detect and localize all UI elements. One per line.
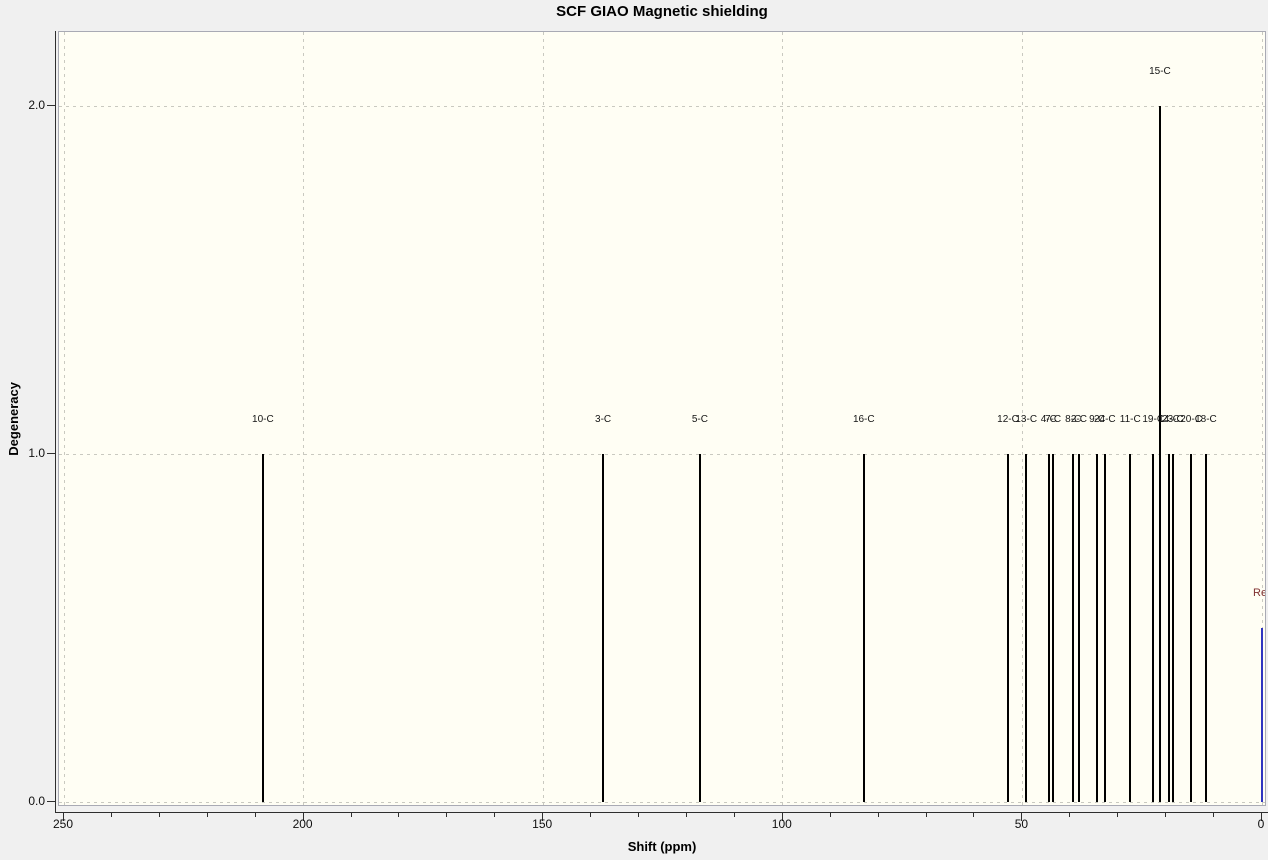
peak-label: 11-C <box>1119 414 1141 425</box>
peak-line <box>1168 454 1171 802</box>
x-tick-label: 200 <box>292 817 313 831</box>
peak-label: 24-C <box>1093 414 1116 425</box>
peak-label: 15-C <box>1149 66 1171 77</box>
peak-line <box>1190 454 1193 802</box>
peak-label: 14-C <box>1158 414 1180 425</box>
x-minor-tick <box>1165 812 1167 817</box>
x-minor-tick <box>685 812 687 817</box>
reference-label: Re <box>1253 587 1266 599</box>
x-minor-tick <box>925 812 927 817</box>
x-major-tick <box>63 812 64 821</box>
peak-line <box>1077 454 1080 802</box>
x-minor-tick <box>110 812 112 817</box>
x-minor-tick <box>877 812 879 817</box>
x-minor-tick <box>206 812 208 817</box>
x-minor-tick <box>1117 812 1119 817</box>
peak-label: 8-C <box>1065 414 1082 425</box>
gridline-vertical <box>63 32 65 805</box>
peak-label: 2-C <box>1070 414 1087 425</box>
reference-line <box>1261 628 1263 802</box>
x-minor-tick <box>829 812 831 817</box>
y-tick-label: 2.0 <box>28 98 45 112</box>
x-major-tick <box>1021 812 1023 821</box>
gridline-vertical <box>542 32 544 805</box>
x-minor-tick <box>638 812 640 817</box>
y-axis-title-wrap: Degeneracy <box>0 31 26 806</box>
x-major-tick <box>302 812 304 821</box>
x-minor-tick <box>446 812 448 817</box>
x-major-tick <box>781 812 783 821</box>
x-minor-tick <box>398 812 400 817</box>
gridline-vertical <box>303 32 305 805</box>
gridline-vertical <box>1261 32 1263 805</box>
peak-line <box>1158 106 1161 802</box>
x-minor-tick <box>1069 812 1071 817</box>
peak-line <box>1072 454 1075 802</box>
x-minor-tick <box>254 812 256 817</box>
gridline-horizontal <box>59 454 1265 455</box>
x-axis-line <box>55 812 1268 813</box>
gridline-vertical <box>1021 32 1023 805</box>
peak-label: 23-C <box>1162 414 1184 425</box>
y-axis-line <box>55 31 56 812</box>
y-axis-title: Degeneracy <box>5 381 21 456</box>
peak-line <box>1171 454 1174 802</box>
peak-line <box>862 454 865 802</box>
peak-line <box>261 454 264 802</box>
x-axis-title: Shift (ppm) <box>627 839 697 854</box>
y-major-tick <box>47 105 56 106</box>
gridline-vertical <box>782 32 784 805</box>
gridline-horizontal <box>59 802 1265 803</box>
x-tick-label: 100 <box>771 817 792 831</box>
peak-label: 10-C <box>252 414 274 425</box>
peak-line <box>698 454 701 802</box>
y-major-tick <box>47 801 56 802</box>
x-minor-tick <box>590 812 592 817</box>
peak-line <box>1047 454 1050 802</box>
x-major-tick <box>1261 812 1262 821</box>
peak-label: 18-C <box>1195 414 1217 425</box>
x-tick-label: 150 <box>532 817 553 831</box>
peak-line <box>602 454 605 802</box>
y-major-tick <box>47 453 56 454</box>
x-minor-tick <box>973 812 975 817</box>
peak-line <box>1052 454 1055 802</box>
y-tick-label: 0.0 <box>28 794 45 808</box>
peak-label: 13-C <box>1015 414 1038 425</box>
x-minor-tick <box>494 812 496 817</box>
y-tick-label: 1.0 <box>28 446 45 460</box>
plot-area[interactable]: 10-C 3-C 5-C 16-C 12-C 13-C 4-C 7-C 8-C 2-C 9-C 24-… <box>58 31 1266 806</box>
peak-line <box>1025 454 1028 802</box>
x-minor-tick <box>350 812 352 817</box>
peak-label: 20-C <box>1180 414 1202 425</box>
peak-line <box>1152 454 1155 802</box>
x-minor-tick <box>733 812 735 817</box>
peak-label: 5-C <box>691 414 708 425</box>
peak-label: 12-C <box>997 414 1019 425</box>
peak-line <box>1103 454 1106 802</box>
peak-label: 9-C <box>1089 414 1106 425</box>
x-minor-tick <box>158 812 160 817</box>
chart-title: SCF GIAO Magnetic shielding <box>556 3 768 20</box>
peak-label: 7-C <box>1045 414 1062 425</box>
peak-line <box>1007 454 1010 802</box>
peak-label: 3-C <box>595 414 612 425</box>
peak-label: 19-C <box>1142 414 1165 425</box>
gridline-horizontal <box>59 106 1265 107</box>
peak-label: 16-C <box>852 414 875 425</box>
peak-line <box>1129 454 1132 802</box>
peak-label: 4-C <box>1040 414 1057 425</box>
peak-line <box>1096 454 1099 802</box>
peak-line <box>1204 454 1207 802</box>
x-tick-label: 0 <box>1257 817 1265 831</box>
x-minor-tick <box>1213 812 1215 817</box>
x-tick-label: 50 <box>1014 817 1029 831</box>
x-tick-label: 250 <box>52 817 74 831</box>
x-major-tick <box>542 812 544 821</box>
